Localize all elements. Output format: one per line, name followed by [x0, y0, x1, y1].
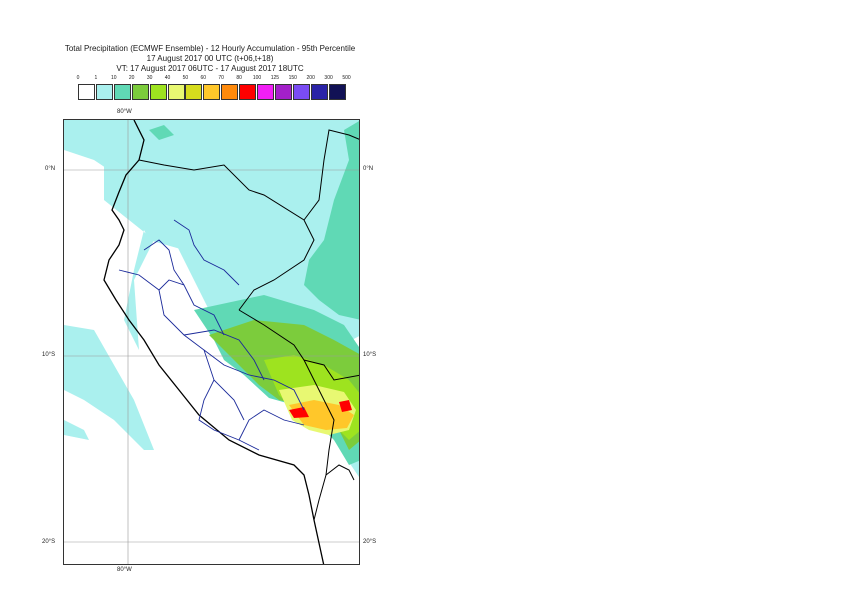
legend-swatch: [221, 84, 239, 100]
lon-label-bottom: 80°W: [117, 567, 132, 573]
lat-label-10-right: 10°S: [363, 352, 377, 358]
legend-tick-label: 10: [111, 75, 117, 81]
region-borders: [118, 219, 305, 451]
precip-field-orange: [289, 400, 354, 430]
legend-swatch: [78, 84, 95, 100]
legend-tick-label: 200: [306, 75, 315, 81]
legend-tick-label: 125: [270, 75, 280, 81]
legend-swatch: [185, 84, 203, 100]
legend-swatch: [257, 84, 274, 100]
legend-swatch: [328, 84, 346, 100]
lat-label-0-right: 0°N: [363, 166, 374, 172]
precipitation-map: [63, 119, 360, 565]
legend-tick-label: 100: [252, 75, 262, 81]
legend-tick-label: 1: [94, 75, 98, 81]
legend-tick-label: 50: [182, 75, 189, 81]
legend-swatch: [113, 84, 131, 100]
legend-swatch: [310, 84, 328, 100]
legend-tick-label: 0: [76, 75, 80, 81]
map-title: Total Precipitation (ECMWF Ensemble) - 1…: [64, 44, 356, 53]
lat-label-0-left: 0°N: [45, 166, 56, 172]
legend-swatch: [239, 84, 257, 100]
graticule: [64, 120, 359, 564]
lon-label-top: 80°W: [117, 109, 132, 115]
lat-label-10-left: 10°S: [42, 352, 56, 358]
legend-swatch: [95, 84, 113, 100]
legend-tick-label: 60: [200, 75, 207, 81]
lat-label-20-left: 20°S: [42, 539, 56, 545]
legend-tick-label: 20: [128, 75, 135, 81]
coastline: [103, 120, 325, 564]
map-valid-time: VT: 17 August 2017 06UTC - 17 August 201…: [116, 64, 304, 73]
legend-swatch: [292, 84, 310, 100]
legend-swatch: [274, 84, 292, 100]
legend-swatch: [167, 84, 185, 100]
legend-tick-label: 80: [236, 75, 242, 81]
legend-tick-label: 500: [342, 75, 351, 81]
legend-tick-label: 70: [218, 75, 224, 81]
lat-label-20-right: 20°S: [363, 539, 377, 545]
legend-tick-label: 30: [146, 75, 153, 81]
legend-swatch: [131, 84, 149, 100]
legend-swatch: [149, 84, 167, 100]
legend-tick-label: 150: [288, 75, 297, 81]
map-run-time: 17 August 2017 00 UTC (t+06,t+18): [146, 54, 274, 63]
legend-swatch: [203, 84, 221, 100]
legend-tick-label: 40: [164, 75, 171, 81]
country-borders: [138, 129, 359, 521]
legend-tick-label: 300: [324, 75, 333, 81]
